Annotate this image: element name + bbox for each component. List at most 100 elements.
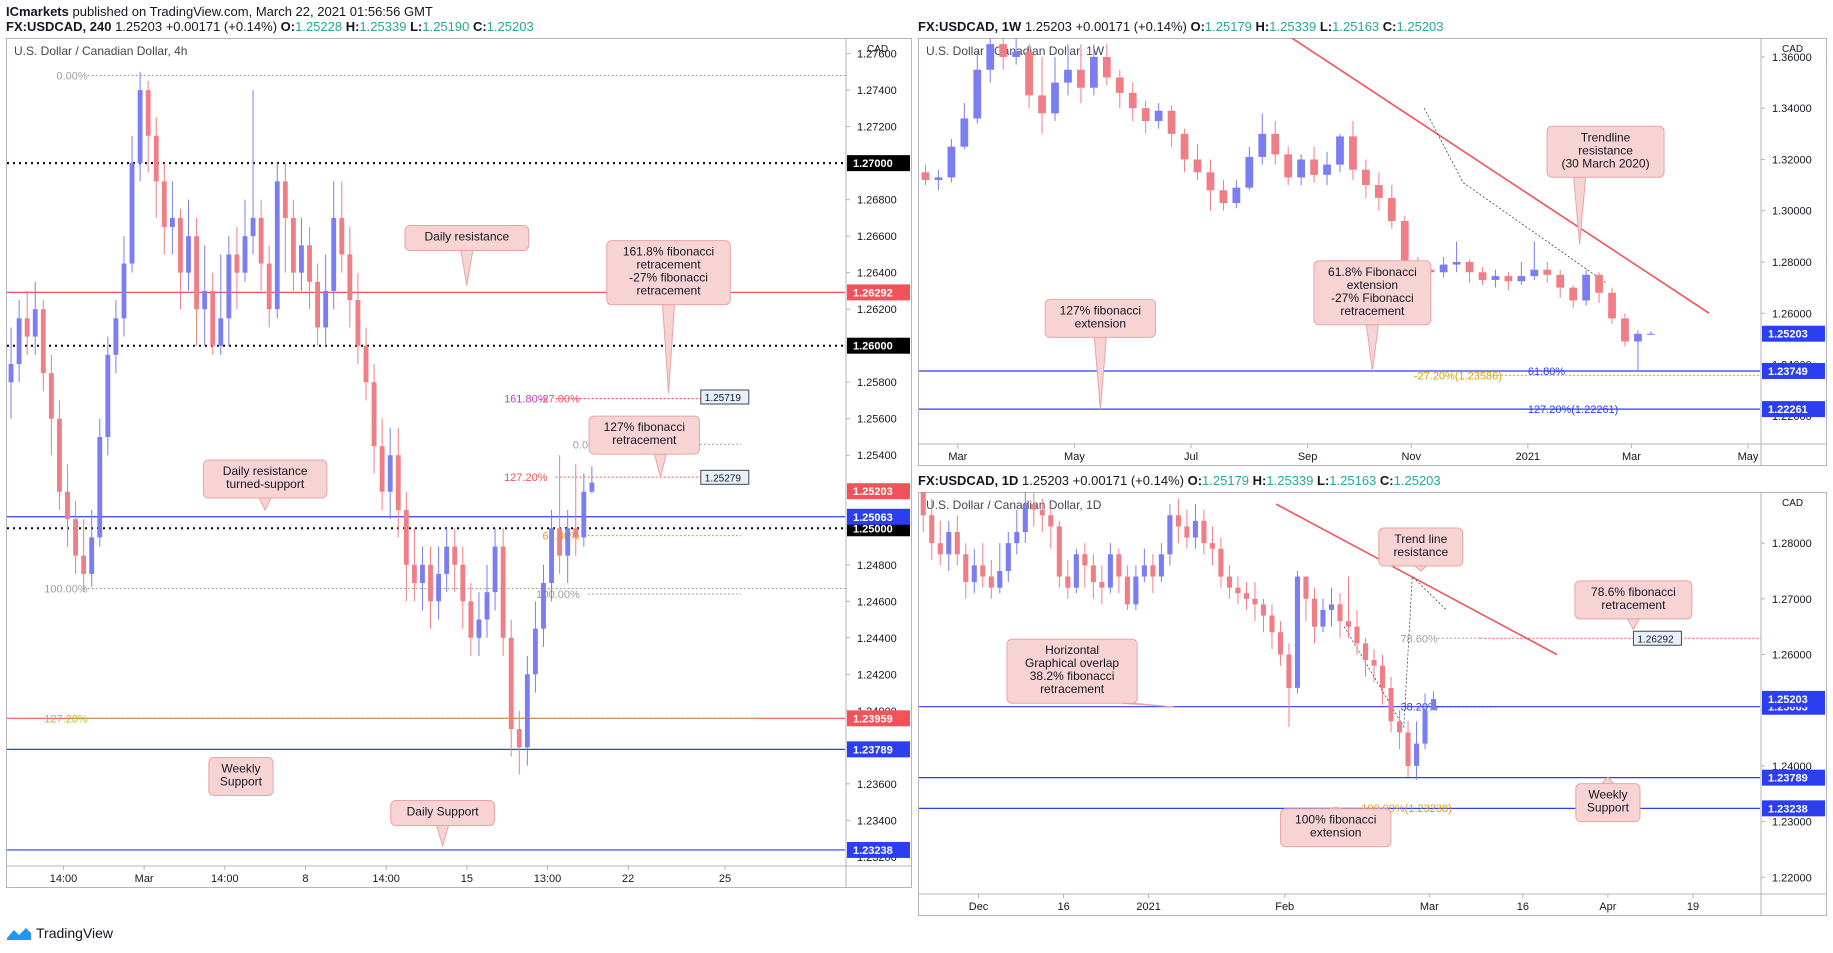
callout-text: 61.8% Fibonacci extension -27% Fibonacci re… bbox=[1328, 265, 1417, 318]
candle-body bbox=[428, 564, 433, 602]
candle-body bbox=[492, 546, 498, 593]
x-tick-label: 16 bbox=[1057, 901, 1069, 913]
callout-text: Daily resistance bbox=[424, 229, 509, 243]
candle-body bbox=[250, 217, 256, 237]
candle-body bbox=[1082, 554, 1088, 566]
x-tick-label: Feb bbox=[1275, 901, 1294, 913]
symbol-name: FX:USDCAD, 1W bbox=[918, 19, 1022, 34]
candle-body bbox=[1039, 509, 1045, 516]
candle-body bbox=[113, 318, 119, 355]
y-tick-label: 1.26600 bbox=[857, 231, 897, 243]
candle-body bbox=[1277, 632, 1284, 655]
candle-body bbox=[97, 436, 103, 538]
candle-body bbox=[258, 217, 264, 264]
candle-body bbox=[57, 418, 62, 492]
candle-body bbox=[1569, 287, 1578, 301]
candle-body bbox=[161, 181, 167, 228]
candle-body bbox=[420, 564, 425, 584]
usdcad-weekly-chart[interactable]: U.S. Dollar / Canadian Dollar, 1W CAD1.36… bbox=[918, 38, 1827, 466]
y-tick-label: 1.28000 bbox=[1772, 538, 1812, 550]
candle-body bbox=[1310, 159, 1318, 175]
callout-text: 161.8% fibonacci retracement -27% fibonacc… bbox=[623, 245, 714, 298]
price-box bbox=[1632, 630, 1682, 646]
candle-body bbox=[946, 531, 952, 555]
open-value: 1.25228 bbox=[295, 19, 343, 34]
price-tag bbox=[1762, 769, 1825, 786]
candle-body bbox=[32, 309, 38, 337]
candle-body bbox=[1387, 197, 1396, 221]
symbol-line-w1: FX:USDCAD, 1W 1.25203 +0.00171 (+0.14%) … bbox=[918, 19, 1444, 34]
candle-body bbox=[999, 44, 1008, 57]
candle-body bbox=[1235, 587, 1241, 594]
candle-body bbox=[323, 290, 329, 328]
candle-body bbox=[921, 172, 930, 180]
candle-body bbox=[1634, 333, 1642, 342]
candle-body bbox=[1379, 665, 1386, 688]
candle-body bbox=[1031, 504, 1037, 510]
y-tick-label: 1.28000 bbox=[1772, 257, 1812, 269]
fib-level-label: 127.20% bbox=[44, 713, 88, 725]
callout-box bbox=[202, 459, 328, 499]
close-value: 1.25203 bbox=[1396, 19, 1444, 34]
y-tick-label: 1.34000 bbox=[1772, 103, 1812, 115]
usdcad-daily-chart[interactable]: U.S. Dollar / Canadian Dollar, 1D CAD 1.28… bbox=[918, 492, 1827, 916]
candle-body bbox=[403, 510, 409, 565]
price-tag-label: 1.26000 bbox=[853, 341, 893, 353]
y-tick-label: 1.24600 bbox=[857, 596, 897, 608]
candle-body bbox=[1284, 154, 1293, 178]
candle-body bbox=[411, 564, 417, 584]
candle-body bbox=[1245, 156, 1254, 188]
candle-body bbox=[210, 290, 216, 346]
candle-body bbox=[290, 217, 296, 273]
candle-body bbox=[137, 90, 143, 164]
high-label: H: bbox=[345, 19, 360, 34]
chart-frame bbox=[6, 38, 912, 888]
callout-text: Weekly Support bbox=[220, 762, 263, 789]
candle-body bbox=[1362, 643, 1369, 661]
low-value: 1.25163 bbox=[1332, 19, 1380, 34]
candle-body bbox=[1349, 136, 1357, 170]
candle-body bbox=[1022, 504, 1028, 532]
price-tag bbox=[847, 483, 910, 500]
candle-body bbox=[194, 236, 200, 310]
price-change: +0.00171 (+0.14%) bbox=[165, 19, 278, 34]
trendline-resistance bbox=[1275, 503, 1558, 656]
x-tick-label: 8 bbox=[302, 873, 308, 885]
candle-body bbox=[145, 90, 151, 136]
y-tick-label: 1.26800 bbox=[857, 195, 897, 207]
close-label: C: bbox=[1379, 473, 1394, 488]
candle-body bbox=[218, 318, 224, 346]
candle-body bbox=[73, 519, 78, 556]
candle-body bbox=[1193, 159, 1202, 173]
y-tick-label: 1.26000 bbox=[1772, 650, 1812, 662]
chart-title: U.S. Dollar / Canadian Dollar, 4h bbox=[14, 44, 187, 58]
high-value: 1.25339 bbox=[1266, 473, 1314, 488]
candle-body bbox=[1219, 190, 1228, 204]
candle-body bbox=[226, 254, 232, 319]
y-tick-label: 1.26400 bbox=[857, 268, 897, 280]
price-tag-label: 1.25203 bbox=[1768, 694, 1808, 706]
candle-body bbox=[1005, 543, 1011, 571]
candle-body bbox=[1201, 520, 1207, 544]
price-box bbox=[700, 469, 750, 485]
publish-header: ICmarkets published on TradingView.com, … bbox=[6, 4, 433, 19]
candle-body bbox=[963, 554, 969, 583]
candle-body bbox=[1128, 92, 1137, 109]
usdcad-4h-chart[interactable]: U.S. Dollar / Canadian Dollar, 4h CAD1.27… bbox=[6, 38, 912, 888]
x-tick-label: 14:00 bbox=[50, 873, 78, 885]
price-box bbox=[700, 389, 750, 405]
y-tick-label: 1.23000 bbox=[1772, 817, 1812, 829]
y-tick-label: 1.30000 bbox=[1772, 206, 1812, 218]
candle-body bbox=[524, 674, 530, 748]
callout-box bbox=[404, 224, 530, 251]
y-tick-label: 1.32000 bbox=[1772, 154, 1812, 166]
candle-body bbox=[65, 491, 70, 520]
fib-price-label: 61.80% bbox=[1528, 366, 1566, 378]
x-tick-label: 15 bbox=[461, 873, 473, 885]
candle-body bbox=[1038, 95, 1046, 114]
y-tick-label: 1.27400 bbox=[857, 85, 897, 97]
callout-text: Daily Support bbox=[407, 805, 480, 819]
candle-body bbox=[1056, 526, 1062, 577]
candle-body bbox=[129, 163, 135, 264]
y-tick-label: 1.27600 bbox=[857, 49, 897, 61]
